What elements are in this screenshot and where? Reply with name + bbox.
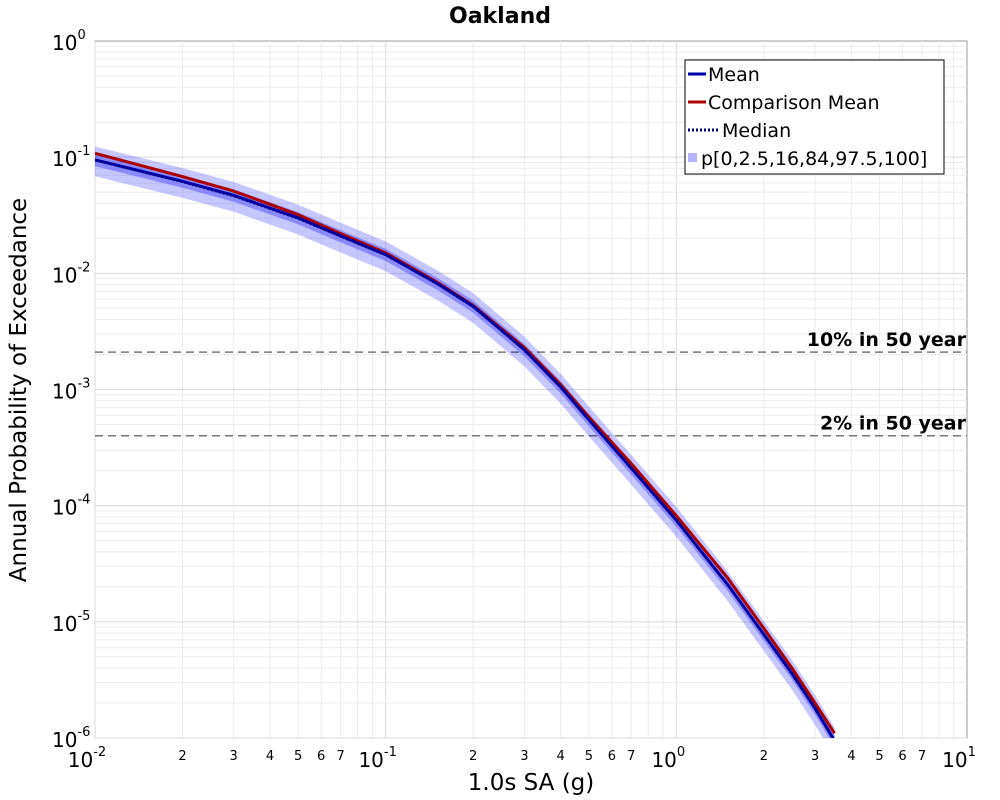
y-tick-exponent: -3 bbox=[77, 377, 90, 392]
y-tick-base: 10 bbox=[52, 380, 77, 404]
x-tick-label-minor: 7 bbox=[337, 749, 345, 764]
y-tick-label: 10-6 bbox=[52, 725, 90, 752]
x-tick-label-minor: 7 bbox=[918, 749, 926, 764]
reference-line-label: 2% in 50 year bbox=[820, 413, 967, 435]
chart-title: Oakland bbox=[449, 4, 551, 29]
y-axis-label: Annual Probability of Exceedance bbox=[6, 198, 32, 582]
x-tick-label-minor: 6 bbox=[608, 749, 616, 764]
y-tick-exponent: -6 bbox=[77, 725, 90, 740]
legend-label-percentiles: p[0,2.5,16,84,97.5,100] bbox=[701, 148, 927, 170]
y-tick-label: 10-1 bbox=[52, 144, 90, 171]
x-tick-label-minor: 6 bbox=[898, 749, 906, 764]
x-tick-exponent: 1 bbox=[968, 745, 976, 760]
grid-lines bbox=[94, 41, 967, 739]
legend-box bbox=[684, 59, 945, 175]
x-tick-label-minor: 7 bbox=[627, 749, 635, 764]
y-tick-exponent: -2 bbox=[77, 260, 90, 275]
x-tick-label-minor: 6 bbox=[317, 749, 325, 764]
y-tick-base: 10 bbox=[52, 496, 77, 520]
x-tick-label-major: 100 bbox=[651, 745, 685, 772]
x-tick-label-minor: 3 bbox=[520, 749, 528, 764]
x-tick-base: 10 bbox=[942, 748, 967, 772]
x-tick-exponent: -2 bbox=[93, 745, 106, 760]
y-tick-exponent: -5 bbox=[77, 609, 90, 624]
x-tick-label-major: 10-1 bbox=[358, 745, 396, 772]
y-tick-base: 10 bbox=[52, 728, 77, 752]
reference-line-label: 10% in 50 year bbox=[807, 329, 967, 351]
x-tick-label-minor: 4 bbox=[266, 749, 274, 764]
reference-lines: 10% in 50 year 2% in 50 year bbox=[95, 329, 967, 437]
y-tick-label: 10-2 bbox=[52, 260, 90, 287]
x-tick-exponent: 0 bbox=[677, 745, 685, 760]
x-tick-label-major: 101 bbox=[942, 745, 976, 772]
series-line-median bbox=[95, 159, 834, 738]
x-tick-label-minor: 5 bbox=[294, 749, 302, 764]
y-tick-exponent: -4 bbox=[77, 493, 90, 508]
x-tick-base: 10 bbox=[68, 748, 93, 772]
y-tick-exponent: 0 bbox=[77, 28, 85, 43]
legend-label-median: Median bbox=[722, 120, 791, 142]
x-tick-label-minor: 3 bbox=[230, 749, 238, 764]
y-tick-exponent: -1 bbox=[77, 144, 90, 159]
legend-label-mean: Mean bbox=[708, 64, 760, 86]
legend: Mean Comparison Mean Median p[0,2.5,16,8… bbox=[684, 59, 945, 175]
y-tick-label: 10-5 bbox=[52, 609, 90, 636]
x-tick-exponent: -1 bbox=[384, 745, 397, 760]
x-tick-label-minor: 5 bbox=[585, 749, 593, 764]
x-tick-label-major: 10-2 bbox=[68, 745, 106, 772]
x-tick-base: 10 bbox=[358, 748, 383, 772]
y-tick-label: 100 bbox=[52, 28, 86, 55]
y-tick-label: 10-4 bbox=[52, 493, 90, 520]
x-tick-label-minor: 5 bbox=[875, 749, 883, 764]
y-tick-base: 10 bbox=[52, 612, 77, 636]
x-tick-label-minor: 2 bbox=[469, 749, 477, 764]
y-tick-base: 10 bbox=[52, 147, 77, 171]
x-tick-label-minor: 2 bbox=[178, 749, 186, 764]
x-axis-label: 1.0s SA (g) bbox=[468, 770, 595, 796]
x-tick-label-minor: 2 bbox=[760, 749, 768, 764]
x-tick-label-minor: 4 bbox=[847, 749, 855, 764]
x-tick-base: 10 bbox=[651, 748, 676, 772]
legend-swatch-percentiles bbox=[688, 153, 697, 162]
y-tick-base: 10 bbox=[52, 263, 77, 287]
series-lines bbox=[95, 151, 836, 738]
legend-label-comparison-mean: Comparison Mean bbox=[708, 92, 880, 114]
series-line-comparison-mean bbox=[95, 151, 836, 735]
y-tick-label: 10-3 bbox=[52, 377, 90, 404]
x-tick-label-minor: 4 bbox=[557, 749, 565, 764]
y-tick-base: 10 bbox=[52, 31, 77, 55]
x-tick-label-minor: 3 bbox=[811, 749, 819, 764]
